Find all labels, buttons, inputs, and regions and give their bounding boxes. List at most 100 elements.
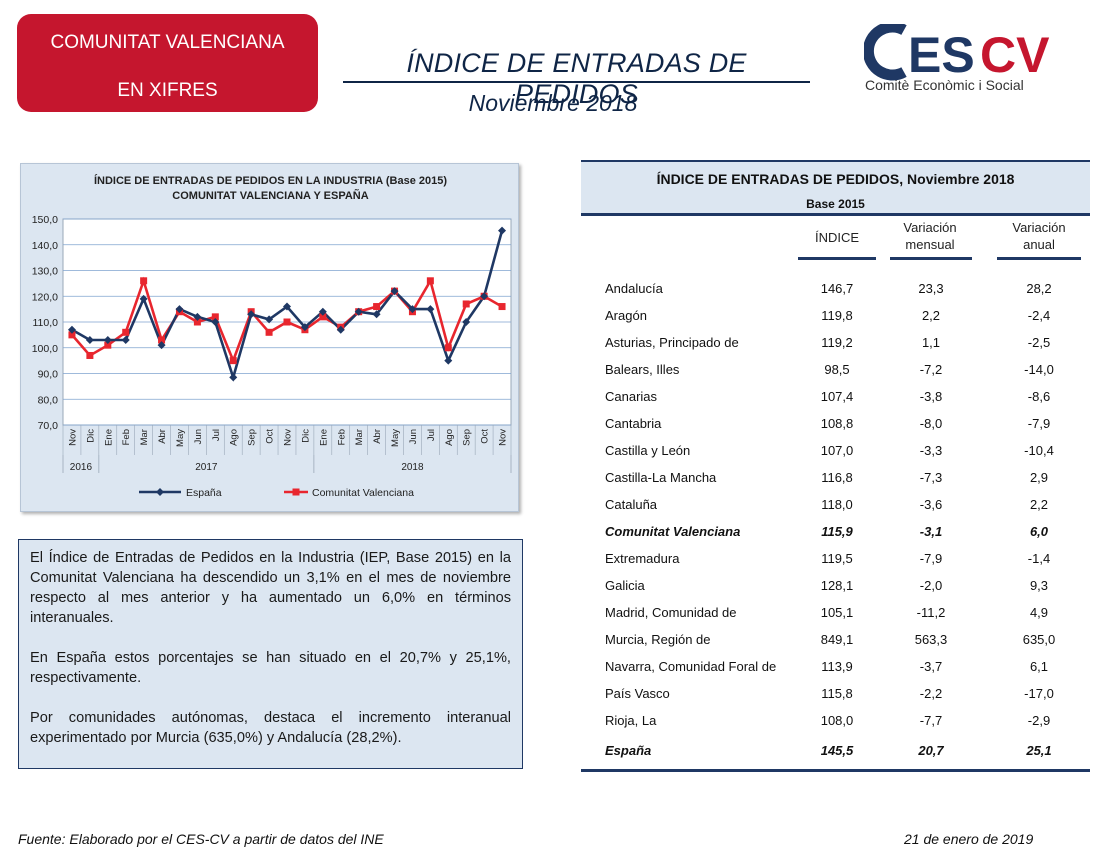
point-espana xyxy=(193,312,202,321)
point-cv xyxy=(140,277,148,285)
commentary-paragraph-3: Por comunidades autónomas, destaca el in… xyxy=(30,710,511,746)
x-tick-label: May xyxy=(390,429,401,447)
x-tick-label: Dic xyxy=(300,429,311,443)
region-name: Rioja, La xyxy=(605,713,657,728)
point-cv xyxy=(86,351,94,359)
y-tick-label: 140,0 xyxy=(32,240,58,252)
monthly-variation: -2,2 xyxy=(919,686,943,701)
monthly-variation: -3,3 xyxy=(919,443,943,458)
title-underline xyxy=(343,81,810,83)
x-tick-label: Nov xyxy=(283,429,294,446)
region-name: Cataluña xyxy=(605,497,658,512)
indice-value: 128,1 xyxy=(820,578,854,593)
region-name: Balears, Illes xyxy=(605,362,680,377)
table-row: Cataluña 118,0 -3,6 2,2 xyxy=(581,495,1090,515)
indice-value: 107,4 xyxy=(820,389,854,404)
annual-variation: 2,2 xyxy=(1029,497,1049,512)
table-row: Castilla y León 107,0 -3,3 -10,4 xyxy=(581,441,1090,461)
monthly-variation: -3,8 xyxy=(919,389,943,404)
annual-variation: -2,4 xyxy=(1027,308,1051,323)
point-cv xyxy=(426,277,434,285)
region-name: Canarias xyxy=(605,389,658,404)
point-cv xyxy=(498,303,506,311)
column-header-mensual-line2: mensual xyxy=(905,237,955,252)
x-tick-label: Feb xyxy=(121,429,132,445)
monthly-variation: -11,2 xyxy=(916,605,946,620)
point-cv xyxy=(158,336,166,344)
document-subtitle: Noviembre 2018 xyxy=(468,90,638,116)
footer-date: 21 de enero de 2019 xyxy=(904,831,1034,847)
x-tick-label: Jun xyxy=(193,429,204,444)
indice-value: 145,5 xyxy=(820,743,854,758)
point-espana xyxy=(103,336,112,345)
x-tick-label: Ene xyxy=(103,429,114,446)
table-total-row: España 145,5 20,7 25,1 xyxy=(581,741,1090,761)
legend-marker-espana xyxy=(156,488,164,496)
monthly-variation: -3,6 xyxy=(919,497,943,512)
x-tick-label: Mar xyxy=(139,429,150,445)
indice-value: 115,8 xyxy=(821,686,853,701)
region-name: Comunitat Valenciana xyxy=(605,524,741,539)
x-tick-label: Mar xyxy=(354,429,365,445)
monthly-variation: -7,7 xyxy=(919,713,943,728)
x-tick-label: Jul xyxy=(426,429,437,441)
y-tick-label: 150,0 xyxy=(32,214,58,226)
x-tick-label: Dic xyxy=(85,429,96,443)
chart-subtitle: COMUNITAT VALENCIANA Y ESPAÑA xyxy=(172,190,369,202)
region-name: España xyxy=(605,743,652,758)
indice-value: 146,7 xyxy=(820,281,854,296)
region-name: Murcia, Región de xyxy=(605,632,711,647)
point-espana xyxy=(283,302,291,311)
point-espana xyxy=(211,318,220,326)
annual-variation: 9,3 xyxy=(1029,578,1049,593)
region-name: Madrid, Comunidad de xyxy=(605,605,737,620)
x-tick-label: Sep xyxy=(247,429,258,446)
x-tick-label: Ene xyxy=(318,429,329,446)
svg-text:CV: CV xyxy=(980,27,1050,83)
cescv-logo: ES CV Comitè Econòmic i Social xyxy=(864,24,1050,93)
annual-variation: 6,0 xyxy=(1029,524,1049,539)
point-espana xyxy=(229,373,238,382)
monthly-variation: -7,9 xyxy=(919,551,943,566)
point-espana xyxy=(498,226,507,235)
commentary-paragraph-1: El Índice de Entradas de Pedidos en la I… xyxy=(30,550,511,626)
y-tick-label: 80,0 xyxy=(38,394,59,406)
table-base-label: Base 2015 xyxy=(806,197,865,211)
indice-value: 108,0 xyxy=(820,713,854,728)
point-cv xyxy=(265,328,273,336)
point-espana xyxy=(480,292,489,301)
point-espana xyxy=(462,318,471,326)
annual-variation: -14,0 xyxy=(1024,362,1054,377)
x-tick-label: Oct xyxy=(265,429,276,444)
monthly-variation: -7,3 xyxy=(919,470,943,485)
point-cv xyxy=(104,341,112,349)
point-cv xyxy=(122,328,130,336)
table-row: Rioja, La 108,0 -7,7 -2,9 xyxy=(581,711,1090,731)
chart-title: ÍNDICE DE ENTRADAS DE PEDIDOS EN LA INDU… xyxy=(93,175,448,187)
point-espana xyxy=(139,294,148,303)
monthly-variation: 1,1 xyxy=(921,335,941,350)
table-header: ÍNDICE DE ENTRADAS DE PEDIDOS, Noviembre… xyxy=(581,160,1090,213)
monthly-variation: 2,2 xyxy=(921,308,941,323)
point-espana xyxy=(390,287,399,296)
annual-variation: -8,6 xyxy=(1027,389,1051,404)
annual-variation: -2,9 xyxy=(1027,713,1051,728)
column-header-mensual: Variación mensual xyxy=(884,219,976,253)
point-espana xyxy=(157,341,166,350)
table-row: Navarra, Comunidad Foral de 113,9 -3,7 6,1 xyxy=(581,657,1090,677)
x-tick-label: Jul xyxy=(211,429,222,441)
indice-value: 107,0 xyxy=(820,443,854,458)
point-cv xyxy=(444,344,452,352)
table-row: País Vasco 115,8 -2,2 -17,0 xyxy=(581,684,1090,704)
year-label: 2016 xyxy=(70,462,93,473)
annual-variation: -17,0 xyxy=(1024,686,1054,701)
badge-line-2: EN XIFRES xyxy=(117,80,218,101)
point-cv xyxy=(283,318,291,326)
y-tick-label: 70,0 xyxy=(38,420,59,432)
x-tick-label: Nov xyxy=(498,429,509,446)
column-rule-anual xyxy=(997,257,1081,260)
table-row: Comunitat Valenciana 115,9 -3,1 6,0 xyxy=(581,522,1090,542)
region-name: Navarra, Comunidad Foral de xyxy=(605,659,777,674)
indice-value: 119,5 xyxy=(821,551,853,566)
y-tick-label: 110,0 xyxy=(33,317,59,329)
